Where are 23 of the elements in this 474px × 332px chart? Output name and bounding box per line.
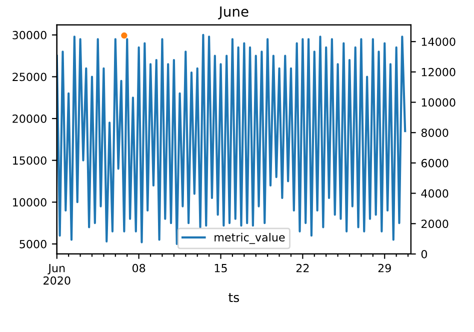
x-tick-label: 22 [296, 264, 309, 272]
legend-label: metric_value [214, 232, 285, 244]
y-tick-label: 15000 [13, 156, 46, 165]
y2-tick-label: 2000 [421, 220, 448, 228]
y-tick-label: 25000 [12, 72, 46, 82]
y2-tick-label: 8000 [421, 128, 448, 137]
x-axis-title: ts [228, 293, 240, 302]
y2-tick-label: 4000 [421, 189, 448, 198]
y2-tick-label: 12000 [422, 68, 456, 76]
y-tick-label: 10000 [13, 198, 46, 207]
y2-tick-label: 6000 [421, 158, 448, 168]
line-series [56, 34, 406, 245]
y2-tick-label: 14000 [422, 38, 456, 46]
y-tick-label: 30000 [12, 30, 46, 40]
y-tick-label: 5000 [20, 240, 46, 248]
y-tick-label: 20000 [12, 114, 46, 123]
y2-tick-label: 0 [421, 250, 428, 258]
y2-tick-label: 10000 [422, 98, 456, 107]
x-tick-label: Jun 2020 [44, 264, 70, 285]
x-tick-label: 08 [132, 264, 146, 272]
chart-title: June [218, 6, 248, 20]
x-tick-label: 15 [214, 264, 227, 272]
x-tick-label: 29 [378, 264, 391, 272]
